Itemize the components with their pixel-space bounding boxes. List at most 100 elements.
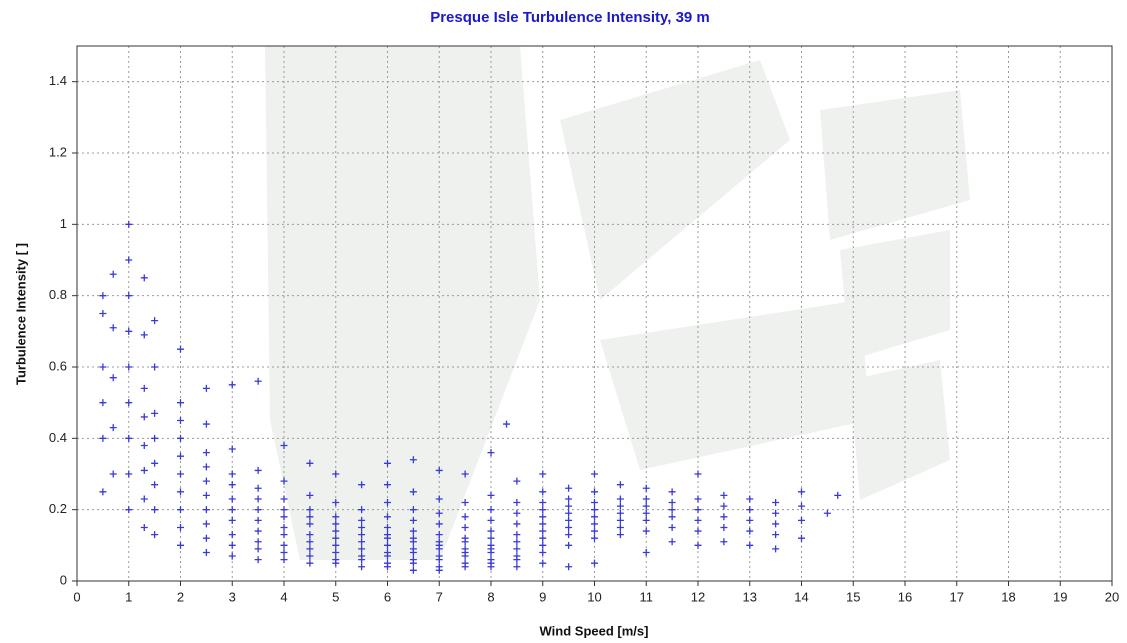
- data-point: [177, 541, 184, 549]
- data-point: [306, 552, 314, 560]
- data-point: [254, 545, 262, 553]
- data-point: [798, 534, 805, 542]
- data-point: [720, 538, 728, 546]
- data-point: [513, 552, 521, 560]
- data-point: [409, 488, 417, 496]
- data-point: [254, 506, 262, 514]
- data-point: [746, 506, 754, 514]
- data-point: [435, 563, 443, 571]
- x-tick-label: 18: [1001, 589, 1015, 604]
- data-point: [151, 506, 159, 514]
- data-point: [358, 506, 366, 514]
- data-point: [358, 516, 366, 524]
- x-tick-label: 4: [280, 589, 287, 604]
- data-point: [591, 559, 598, 567]
- data-point: [177, 434, 184, 442]
- data-point: [591, 488, 598, 496]
- data-point: [254, 538, 262, 546]
- data-point: [140, 384, 148, 392]
- y-tick-label: 1.2: [49, 144, 67, 159]
- y-tick-label: 0.6: [49, 358, 67, 373]
- data-point: [332, 499, 340, 507]
- y-tick-label: 0: [60, 572, 67, 587]
- data-point: [503, 420, 511, 428]
- data-point: [823, 509, 831, 517]
- data-point: [177, 399, 184, 407]
- data-point: [720, 524, 728, 531]
- points: [99, 220, 842, 574]
- x-tick-label: 13: [743, 589, 757, 604]
- data-point: [642, 527, 650, 535]
- data-point: [280, 548, 288, 556]
- data-point: [513, 509, 521, 517]
- data-point: [616, 516, 624, 524]
- data-point: [487, 449, 495, 457]
- data-point: [539, 527, 547, 535]
- data-point: [358, 552, 366, 560]
- data-point: [513, 499, 521, 507]
- data-point: [332, 527, 340, 535]
- data-point: [306, 559, 314, 567]
- data-point: [565, 484, 573, 492]
- data-point: [125, 292, 133, 300]
- x-tick-label: 14: [794, 589, 808, 604]
- data-point: [487, 556, 495, 564]
- data-point: [332, 534, 340, 542]
- data-point: [228, 381, 236, 389]
- data-point: [461, 499, 469, 507]
- data-point: [616, 531, 624, 539]
- data-point: [109, 470, 117, 478]
- data-point: [461, 470, 469, 478]
- data-point: [539, 520, 547, 528]
- data-point: [539, 499, 547, 507]
- data-point: [228, 516, 236, 524]
- x-tick-label: 16: [898, 589, 912, 604]
- data-point: [513, 477, 521, 485]
- data-point: [746, 516, 754, 524]
- data-point: [228, 552, 236, 560]
- data-point: [384, 531, 391, 539]
- data-point: [565, 531, 573, 539]
- data-point: [99, 434, 107, 442]
- data-point: [746, 495, 754, 503]
- data-point: [642, 548, 650, 556]
- data-point: [99, 363, 107, 371]
- data-point: [642, 516, 650, 524]
- data-point: [591, 527, 598, 535]
- data-point: [125, 434, 133, 442]
- data-point: [228, 495, 236, 503]
- data-point: [109, 374, 117, 382]
- data-point: [384, 541, 391, 549]
- data-point: [694, 470, 702, 478]
- data-point: [140, 495, 148, 503]
- data-point: [99, 292, 107, 300]
- data-point: [125, 220, 133, 228]
- data-point: [409, 545, 417, 553]
- data-point: [384, 559, 391, 567]
- data-point: [280, 531, 288, 539]
- data-point: [591, 520, 598, 528]
- watermark-shape: [850, 360, 950, 500]
- data-point: [694, 495, 702, 503]
- x-tick-label: 10: [587, 589, 601, 604]
- data-point: [513, 563, 521, 571]
- data-point: [202, 463, 210, 471]
- x-tick-label: 1: [125, 589, 132, 604]
- data-point: [461, 545, 469, 553]
- data-point: [202, 534, 210, 542]
- data-point: [280, 541, 288, 549]
- data-point: [694, 506, 702, 514]
- data-point: [746, 541, 754, 549]
- data-point: [409, 456, 417, 464]
- data-point: [461, 524, 469, 531]
- data-point: [140, 331, 148, 339]
- data-point: [109, 424, 117, 432]
- data-point: [306, 491, 314, 499]
- chart-title: Presque Isle Turbulence Intensity, 39 m: [430, 9, 710, 26]
- data-point: [151, 459, 159, 467]
- data-point: [616, 509, 624, 517]
- data-point: [140, 524, 148, 531]
- data-point: [798, 516, 805, 524]
- data-point: [332, 556, 340, 564]
